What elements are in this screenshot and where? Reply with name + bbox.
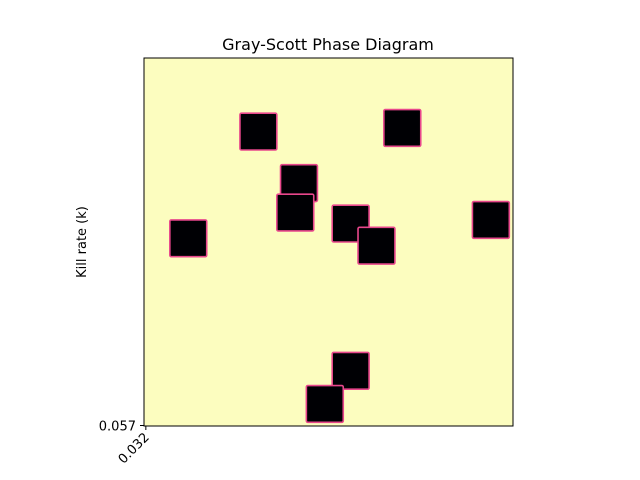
x-tick-label-1: 0.032 (116, 430, 153, 467)
heatmap-spot-10 (305, 384, 345, 424)
y-axis-ticks: 0.057 (99, 420, 144, 435)
heatmap-spot-1 (169, 219, 208, 258)
heatmap-spot-8 (471, 200, 511, 240)
heatmap-spot-4 (276, 193, 315, 232)
heatmap-spot-9 (331, 351, 370, 390)
heatmap-spot-2 (239, 112, 278, 151)
y-tick-label-1: 0.057 (99, 420, 136, 435)
plot-frame (143, 57, 514, 427)
heatmap-spot-6 (357, 226, 396, 265)
chart-title: Gray-Scott Phase Diagram (222, 35, 434, 54)
spots-layer (169, 108, 511, 424)
heatmap-spot-7 (383, 108, 422, 148)
plot-area (143, 57, 514, 427)
y-axis-label: Kill rate (k) (75, 206, 90, 278)
